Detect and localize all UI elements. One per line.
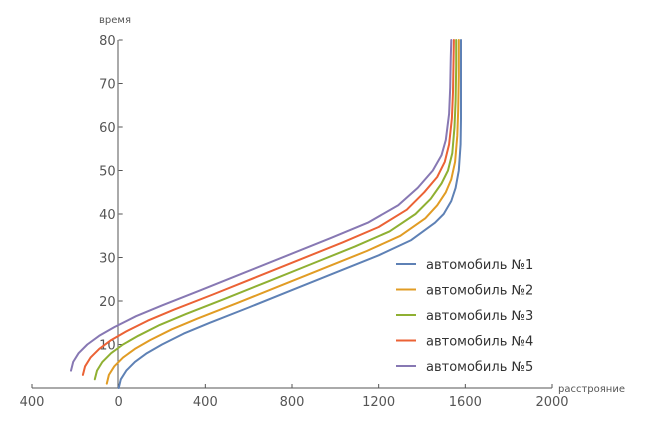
- x-tick-label: 1600: [449, 395, 482, 410]
- series-line-5: [70, 39, 453, 372]
- y-tick-label: 40: [99, 208, 116, 223]
- y-tick-label: 80: [99, 34, 116, 49]
- series-line-1: [117, 39, 462, 389]
- series-line-3: [93, 39, 458, 381]
- x-tick-label: 400: [193, 395, 218, 410]
- series-line-2: [105, 39, 460, 385]
- legend-label-4: автомобиль №4: [426, 335, 533, 350]
- x-tick-label: 0: [115, 395, 123, 410]
- legend-label-2: автомобиль №2: [426, 284, 533, 299]
- legend-label-3: автомобиль №3: [426, 309, 533, 324]
- legend-label-1: автомобиль №1: [426, 258, 533, 273]
- y-tick-label: 30: [99, 252, 116, 267]
- y-tick-label: 70: [99, 78, 116, 93]
- x-tick-label: 800: [280, 395, 305, 410]
- series-line-4: [81, 39, 455, 376]
- series-lines: [70, 39, 462, 389]
- x-tick-label: 2000: [535, 395, 568, 410]
- y-tick-label: 10: [99, 339, 116, 354]
- y-tick-label: 50: [99, 165, 116, 180]
- y-axis-title: время: [99, 15, 131, 26]
- x-ticks: 400 0 400 800 1200 1600 2000: [20, 384, 569, 410]
- y-ticks: 10 20 30 40 50 60 70 80: [99, 34, 123, 354]
- legend: автомобиль №1 автомобиль №2 автомобиль №3 а…: [396, 258, 533, 375]
- legend-label-5: автомобиль №5: [426, 360, 533, 375]
- y-tick-label: 20: [99, 295, 116, 310]
- x-axis-title: расстрояние: [558, 384, 625, 395]
- x-tick-label: 1200: [362, 395, 395, 410]
- y-tick-label: 60: [99, 121, 116, 136]
- x-tick-label: 400: [20, 395, 45, 410]
